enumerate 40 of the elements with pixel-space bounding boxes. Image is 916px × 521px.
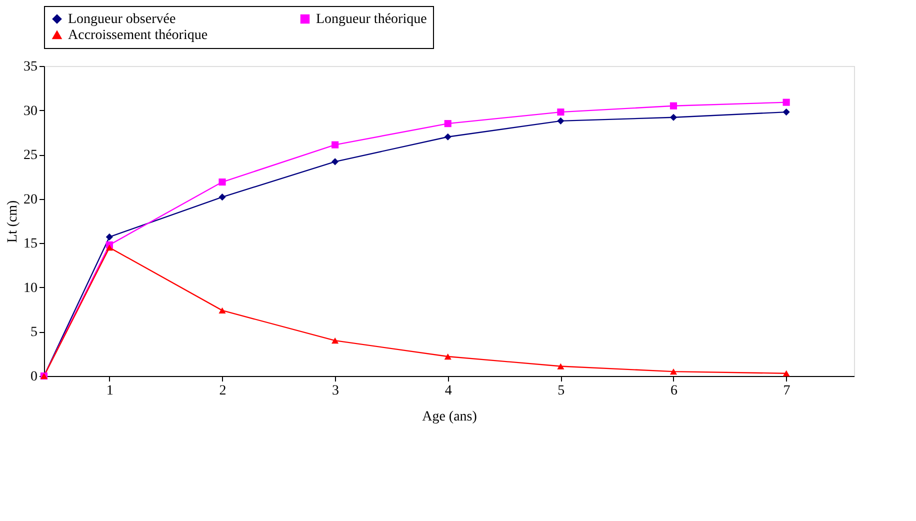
- point: [670, 114, 678, 121]
- point: [557, 363, 564, 370]
- y-tick-label: 30: [24, 104, 38, 119]
- y-tick-label: 5: [30, 325, 38, 340]
- point: [106, 233, 113, 240]
- x-tick-label: 4: [444, 384, 452, 398]
- x-tick-label: 7: [783, 384, 790, 398]
- x-tick-label: 5: [558, 384, 565, 398]
- point: [782, 98, 790, 106]
- point: [218, 194, 226, 201]
- point: [332, 158, 339, 166]
- x-axis-title: Age (ans): [422, 410, 478, 424]
- point: [218, 307, 226, 314]
- y-axis-title: Lt (cm): [6, 200, 20, 243]
- point: [444, 353, 452, 360]
- point: [782, 370, 790, 376]
- point: [557, 117, 564, 124]
- y-tick-label: 35: [24, 60, 38, 74]
- point: [444, 120, 452, 128]
- y-tick-label: 20: [24, 192, 38, 208]
- y-tick-label: 25: [24, 148, 38, 164]
- y-tick-label: 10: [24, 280, 38, 296]
- x-tick-label: 6: [670, 384, 678, 398]
- point: [106, 244, 113, 251]
- point: [557, 108, 564, 116]
- point: [670, 102, 678, 110]
- legend-label: Accroissement théorique: [68, 28, 208, 43]
- point: [332, 338, 339, 344]
- point: [782, 108, 790, 116]
- legend-label: Longueur théorique: [316, 12, 427, 27]
- x-tick-label: 3: [332, 384, 340, 398]
- point: [670, 368, 678, 375]
- point: [444, 133, 452, 140]
- point: [218, 178, 226, 186]
- point: [332, 141, 339, 148]
- x-tick-label: 1: [106, 384, 114, 398]
- legend-label: Longueur observée: [68, 12, 176, 27]
- y-tick-label: 15: [24, 236, 38, 252]
- x-tick-label: 2: [219, 384, 226, 398]
- y-tick-label: 0: [30, 370, 38, 384]
